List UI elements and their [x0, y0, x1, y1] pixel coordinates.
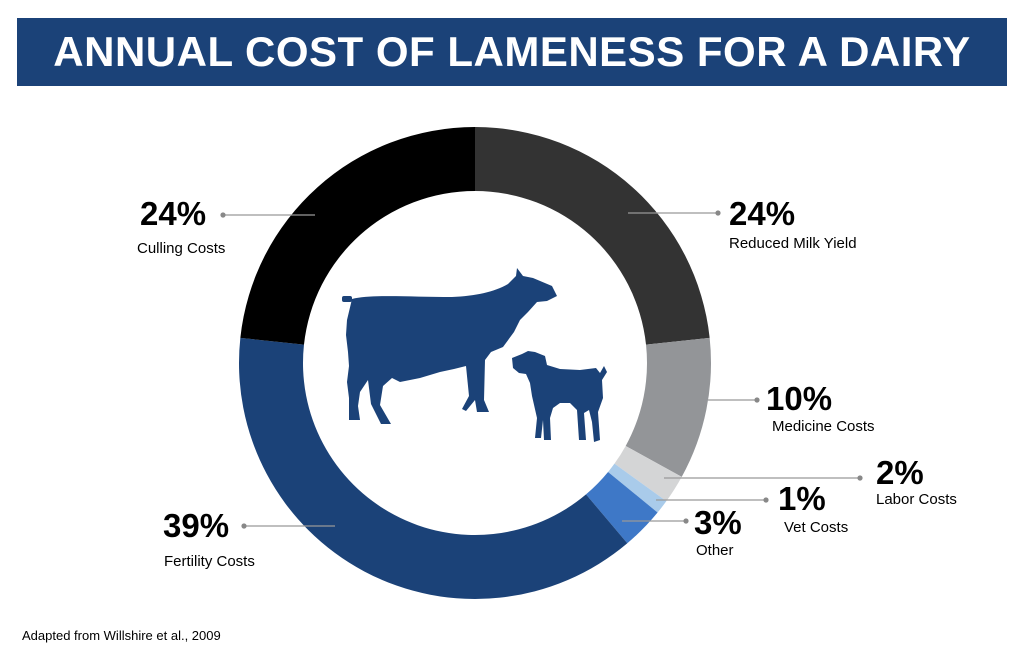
donut-slice-vet-costs [608, 463, 667, 513]
title-banner: ANNUAL COST OF LAMENESS FOR A DAIRY [17, 18, 1007, 86]
slice-percent-label: 10% [766, 380, 832, 417]
slice-percent-label: 1% [778, 480, 826, 517]
donut-slice-labor-costs [614, 445, 682, 502]
slice-percent-label: 24% [729, 195, 795, 232]
leader-dot [715, 210, 721, 216]
leader-lines [220, 210, 863, 529]
leader-dot [754, 397, 760, 403]
donut-slice-medicine-costs [625, 337, 711, 477]
leader-dot [220, 212, 226, 218]
slice-category-label: Reduced Milk Yield [729, 235, 857, 252]
donut-slice-reduced-milk-yield [475, 127, 710, 345]
donut-slices [239, 126, 711, 599]
donut-slice-other [586, 471, 658, 544]
slice-percent-label: 39% [163, 507, 229, 544]
donut-slice-fertility-costs [239, 337, 628, 599]
chart-title: ANNUAL COST OF LAMENESS FOR A DAIRY [53, 28, 971, 75]
slice-percent-label: 24% [140, 195, 206, 232]
slice-category-label: Medicine Costs [772, 418, 875, 435]
donut-slice-culling-costs [240, 126, 475, 345]
calf-icon [512, 351, 607, 442]
leader-dot [857, 475, 863, 481]
slice-category-label: Fertility Costs [164, 553, 255, 570]
cow-icon [342, 268, 557, 424]
leader-dot [763, 497, 769, 503]
slice-labels: 24% Reduced Milk Yield 10%Medicine Costs 2%… [137, 195, 957, 570]
slice-percent-label: 3% [694, 504, 742, 541]
slice-category-label: Other [696, 542, 734, 559]
leader-dot [683, 518, 689, 524]
leader-dot [241, 523, 247, 529]
slice-category-label: Vet Costs [784, 519, 848, 536]
slice-category-label: Culling Costs [137, 240, 225, 257]
slice-category-label: Labor Costs [876, 491, 957, 508]
source-note: Adapted from Willshire et al., 2009 [22, 628, 221, 643]
slice-percent-label: 2% [876, 454, 924, 491]
